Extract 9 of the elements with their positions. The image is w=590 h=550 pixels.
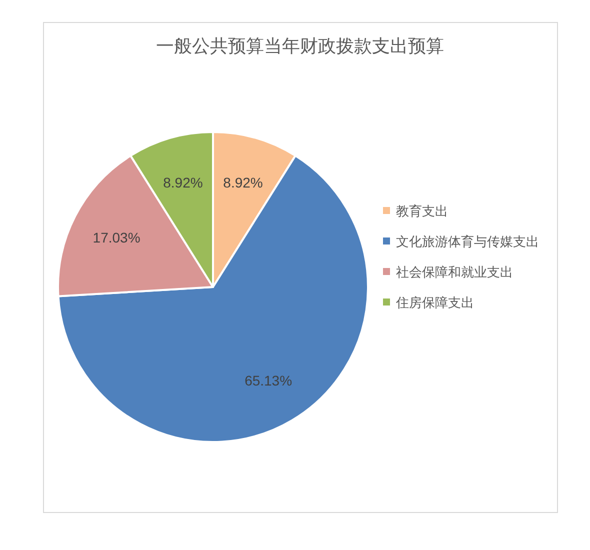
legend-label: 社会保障和就业支出 [396, 264, 513, 280]
legend-label: 教育支出 [396, 204, 448, 218]
legend-label: 文化旅游体育与传媒支出 [396, 234, 539, 249]
data-label: 65.13% [244, 372, 292, 388]
data-label: 8.92% [163, 174, 203, 191]
data-label: 17.03% [92, 229, 140, 246]
title: 一般公共预算当年财政拨款支出预算 [156, 36, 444, 56]
legend-label: 住房保障支出 [396, 295, 474, 310]
data-label: 8.92% [223, 174, 263, 191]
